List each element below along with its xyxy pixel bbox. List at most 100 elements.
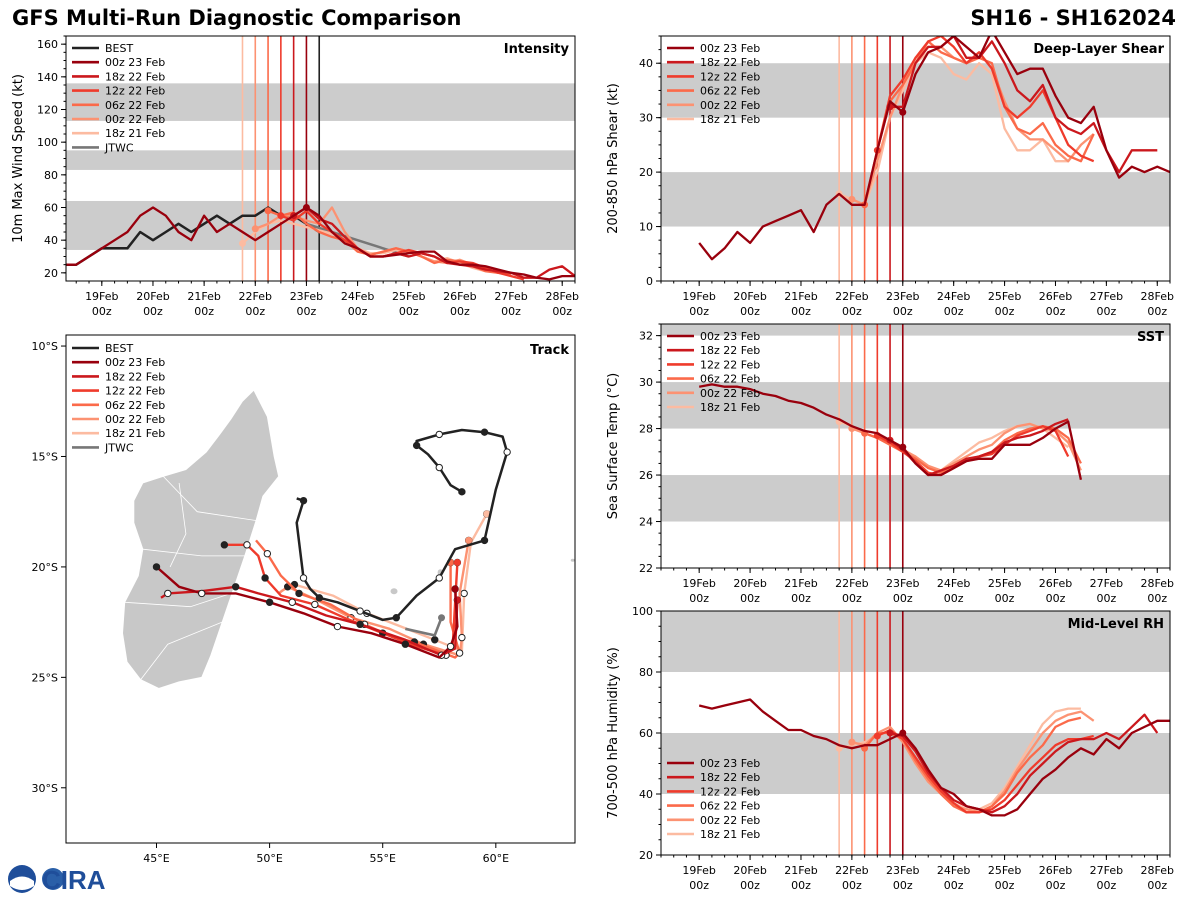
y-tick-label: 120 [37,104,58,117]
reunion-island [390,588,398,595]
series-line-0 [698,383,1083,480]
track-point [231,583,240,591]
x-tick-label: 19Feb [85,290,118,303]
panel-title: Track [530,343,569,358]
threshold-band [661,382,1170,429]
y-tick-label: 100 [632,605,653,618]
x-tick-label: 25Feb [988,577,1021,590]
x-tick-label: 27Feb [1090,290,1123,303]
x-tick-label: 00z [791,305,811,318]
legend-label: 00z 23 Feb [105,356,165,369]
lat-tick-label: 10°S [32,340,58,353]
best-track-point [458,488,466,496]
x-tick-label: 00z [1096,592,1116,605]
jtwc-init-marker [438,614,446,622]
lat-tick-label: 20°S [32,561,58,574]
best-track-point [299,496,308,505]
y-tick-label: 60 [44,202,58,215]
x-tick-label: 28Feb [1141,864,1174,877]
track-line-3 [255,539,461,659]
track-point [401,640,410,648]
track-point [261,574,269,582]
init-marker [899,108,907,116]
best-track-point [299,574,308,582]
panel-track: 45°E 50°E 55°E 60°E 10°S 15°S 20°S 25°S 30°S Trac… [32,334,576,865]
best-track-point [435,574,443,582]
init-marker [899,729,907,737]
legend-label: 00z 22 Feb [700,387,760,400]
x-tick-label: 27Feb [1090,864,1123,877]
lon-tick-label: 50°E [256,852,282,865]
x-tick-label: 00z [995,305,1015,318]
y-axis-label: Sea Surface Temp (°C) [606,373,621,520]
x-tick-label: 00z [552,305,572,318]
track-point [431,636,439,644]
map-group [122,389,575,689]
legend-label: 06z 22 Feb [700,373,760,386]
legend-label: 18z 21 Feb [700,113,760,126]
storm-id-title: SH16 - SH162024 [970,6,1176,30]
threshold-band [66,150,575,170]
x-tick-label: 00z [689,305,709,318]
y-tick-label: 10 [639,221,653,234]
panel-shear: 0 10 20 30 40 19Feb 00z 20Feb 00z 21Feb 00z 22Feb 00… [606,35,1174,318]
x-tick-label: 00z [501,305,521,318]
panel-intensity: 20 40 60 80 100 120 140 160 19Feb 00z 20Feb 00z 21Fe… [11,35,579,318]
panel-title: SST [1137,330,1164,345]
legend-label: 18z 22 Feb [700,56,760,69]
legend-label: 00z 23 Feb [700,330,760,343]
init-marker [302,204,310,211]
legend-label: 18z 21 Feb [700,828,760,841]
legend-label: 12z 22 Feb [700,70,760,83]
track-point [288,598,296,606]
x-tick-label: 00z [194,305,214,318]
x-tick-label: 00z [791,879,811,892]
x-tick-label: 21Feb [784,577,817,590]
init-marker [886,729,894,737]
legend-label: 12z 22 Feb [700,785,760,798]
best-track-point [503,448,511,456]
x-tick-label: 00z [842,305,862,318]
x-tick-label: 00z [348,305,368,318]
threshold-band [66,83,575,121]
x-tick-label: 24Feb [937,864,970,877]
x-tick-label: 00z [740,305,760,318]
legend-label: 00z 22 Feb [105,413,165,426]
legend-label: 00z 23 Feb [700,42,760,55]
legend-label: 12z 22 Feb [700,358,760,371]
best-track-point [435,463,443,472]
x-tick-label: 22Feb [835,290,868,303]
x-tick-label: 26Feb [1039,290,1072,303]
region-border [124,593,232,608]
x-tick-label: 22Feb [835,577,868,590]
y-tick-label: 60 [639,727,653,740]
x-tick-label: 00z [1046,879,1066,892]
track-point [458,633,466,642]
legend-label: 18z 22 Feb [105,370,165,383]
legend-label: 18z 21 Feb [105,127,165,140]
x-tick-label: 00z [944,592,964,605]
y-tick-label: 28 [639,423,653,436]
cira-logo: CIRA [6,862,114,896]
x-tick-label: 00z [893,592,913,605]
jtwc-track-line [405,617,443,637]
x-tick-label: 00z [1096,305,1116,318]
x-tick-label: 23Feb [886,577,919,590]
series-line-0 [698,36,1170,261]
panel-title: Mid-Level RH [1068,617,1164,632]
y-tick-label: 20 [639,166,653,179]
y-axis-label: 200-850 hPa Shear (kt) [606,83,621,234]
legend-label: 06z 22 Feb [105,99,165,112]
page-title: GFS Multi-Run Diagnostic Comparison [12,6,462,30]
init-marker [251,225,259,233]
x-tick-label: 26Feb [1039,864,1072,877]
legend-label: 00z 23 Feb [105,56,165,69]
best-track-line [295,428,509,622]
y-tick-label: 80 [44,169,58,182]
region-border [142,548,245,557]
y-tick-label: 40 [639,57,653,70]
best-track-point [356,607,364,615]
lat-tick-label: 25°S [32,671,58,684]
x-tick-label: 19Feb [682,577,715,590]
